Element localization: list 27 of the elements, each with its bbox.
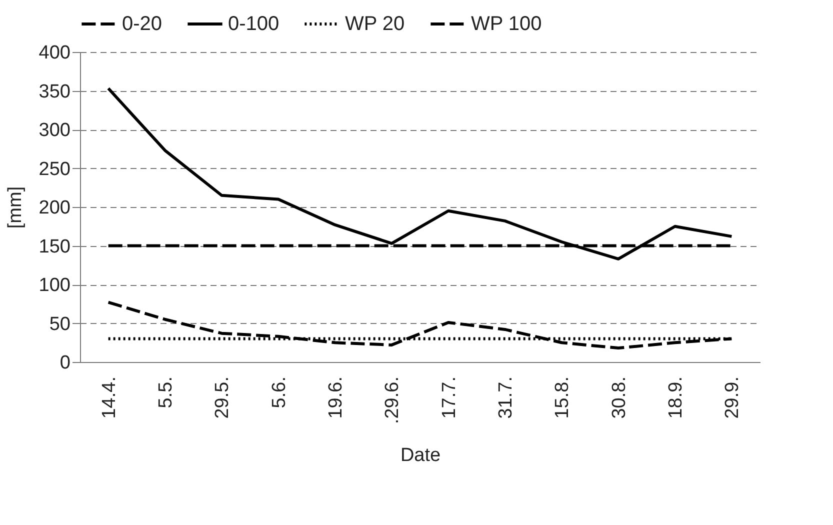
legend-label: WP 100 [471, 13, 542, 35]
y-tick-label: 150 [38, 236, 70, 258]
x-tick-label: 5.5. [156, 376, 176, 408]
x-tick-label: 31.7. [496, 376, 516, 419]
y-tick-label: 100 [38, 275, 70, 296]
x-tick-label: 14.4. [98, 376, 120, 419]
x-tick-label: 5.6. [268, 376, 290, 408]
legend-label: 0-100 [228, 13, 280, 35]
y-tick-label: 50 [49, 314, 70, 335]
x-tick-label: .29.6. [382, 376, 404, 424]
legend-label: 0-20 [122, 13, 162, 35]
y-tick-label: 400 [38, 42, 70, 64]
x-axis-title: Date [400, 445, 441, 466]
legend-label: WP 20 [345, 13, 405, 35]
x-tick-label: 18.9. [666, 376, 686, 419]
y-tick-label: 0 [60, 352, 70, 374]
x-tick-label: 30.8. [608, 376, 630, 419]
x-tick-label: 17.7. [438, 376, 460, 419]
y-tick-label: 300 [38, 120, 70, 141]
y-axis-title: [mm] [4, 186, 26, 229]
y-tick-label: 350 [38, 81, 70, 102]
y-tick-label: 200 [38, 198, 70, 218]
x-tick-label: 29.9. [722, 376, 744, 419]
x-tick-label: 29.5. [212, 376, 234, 419]
x-tick-label: 19.6. [326, 376, 346, 419]
x-tick-label: 15.8. [552, 376, 574, 419]
y-tick-label: 250 [38, 158, 70, 180]
